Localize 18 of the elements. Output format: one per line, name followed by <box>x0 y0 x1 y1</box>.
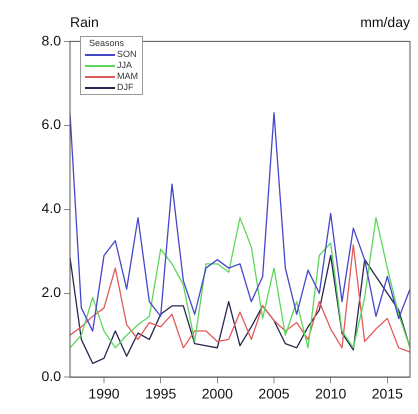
legend-label: DJF <box>117 82 134 93</box>
y-tick-label: 8.0 <box>42 32 62 48</box>
x-tick-label: 2015 <box>372 385 404 402</box>
x-tick-label: 2005 <box>258 385 290 402</box>
legend-title: Seasons <box>88 38 126 49</box>
chart-title: Rain <box>70 14 99 30</box>
x-tick-label: 2010 <box>315 385 346 402</box>
x-tick-label: 2000 <box>202 385 234 402</box>
y-tick-label: 4.0 <box>42 200 62 216</box>
legend-label: SON <box>117 49 137 60</box>
y-tick-label: 0.0 <box>42 368 62 384</box>
y-tick-label: 6.0 <box>42 116 62 132</box>
legend-label: JJA <box>117 60 132 71</box>
text: mm/day <box>360 14 410 30</box>
y-tick-label: 2.0 <box>42 284 62 300</box>
x-tick-label: 1995 <box>145 385 176 402</box>
legend-label: MAM <box>117 71 138 82</box>
x-tick-label: 1990 <box>88 385 120 402</box>
